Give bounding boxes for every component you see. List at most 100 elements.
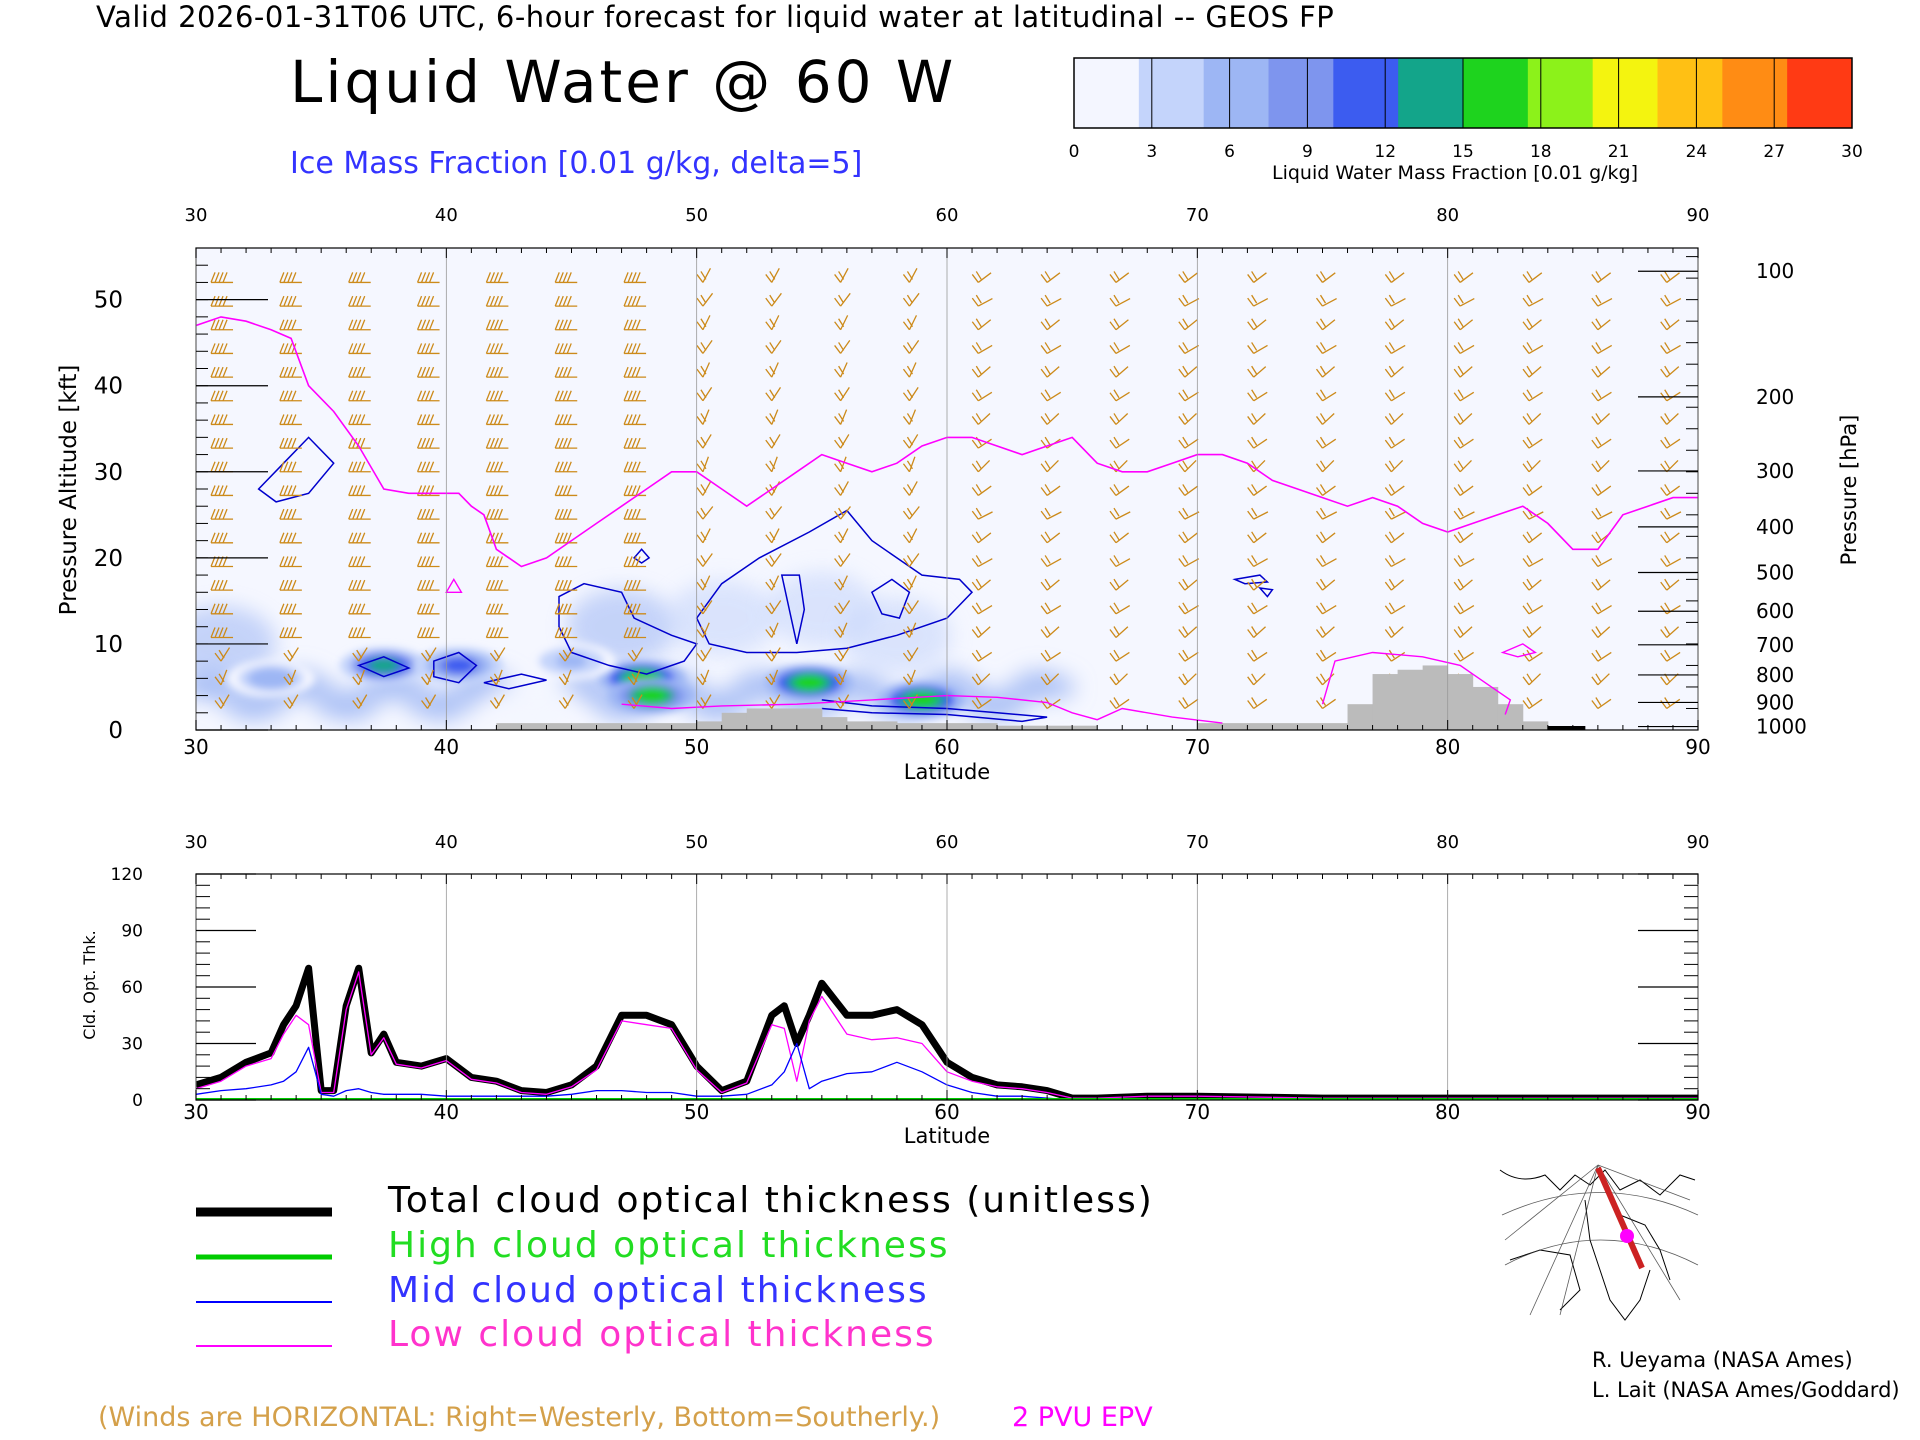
wind-barb-shaft bbox=[1253, 511, 1269, 520]
wind-barb-shaft bbox=[908, 315, 918, 331]
wind-barb-shaft bbox=[908, 387, 919, 402]
wind-barb-shaft bbox=[1184, 319, 1198, 331]
wind-barb-feather bbox=[420, 366, 427, 378]
wind-barb-feather bbox=[214, 508, 220, 520]
terrain bbox=[496, 665, 1586, 730]
wind-barb-feather bbox=[838, 555, 845, 564]
wind-barb-feather bbox=[1526, 555, 1533, 564]
wind-barb-feather bbox=[1453, 416, 1461, 425]
wind-barb-feather bbox=[1660, 368, 1668, 378]
wind-barb-feather bbox=[1109, 558, 1117, 567]
wind-barb-shaft bbox=[840, 292, 851, 307]
main-x-tick-label: 80 bbox=[1435, 735, 1460, 759]
wind-barb-feather bbox=[348, 343, 354, 354]
wind-barb-shaft bbox=[840, 387, 850, 402]
wind-barb-shaft bbox=[1459, 272, 1474, 283]
wind-barb-shaft bbox=[1115, 298, 1131, 307]
wind-barb-feather bbox=[222, 603, 228, 615]
wind-barb-feather bbox=[1522, 345, 1530, 354]
wind-barb-feather bbox=[222, 295, 228, 307]
wind-barb-shaft bbox=[908, 409, 917, 425]
main-x-tick-label: 40 bbox=[434, 735, 459, 759]
wind-barb-feather bbox=[1044, 365, 1051, 375]
wind-barb-feather bbox=[1384, 487, 1392, 496]
wind-barb-shaft bbox=[908, 528, 918, 544]
wind-barb-shaft bbox=[1666, 438, 1681, 449]
wind-barb-feather bbox=[562, 272, 568, 283]
wind-barb-feather bbox=[424, 603, 431, 615]
wind-barb-shaft bbox=[840, 622, 848, 638]
wind-barb-feather bbox=[1319, 602, 1327, 612]
wind-barb-feather bbox=[1591, 510, 1599, 520]
wind-barb-feather bbox=[222, 508, 228, 520]
wind-barb-feather bbox=[1178, 676, 1186, 686]
wind-barb-feather bbox=[562, 295, 568, 307]
wind-barb-feather bbox=[623, 319, 629, 331]
wind-barb-shaft bbox=[1459, 391, 1475, 402]
wind-barb-feather bbox=[416, 556, 423, 567]
wind-barb-shaft bbox=[1528, 626, 1542, 638]
wind-barb-shaft bbox=[1666, 673, 1679, 686]
wind-barb-feather bbox=[696, 345, 704, 354]
wind-barb-feather bbox=[360, 532, 366, 544]
wind-barb-shaft bbox=[1115, 626, 1129, 638]
wind-barb-feather bbox=[1526, 436, 1533, 446]
wind-barb-shaft bbox=[1184, 558, 1200, 568]
wind-barb-feather bbox=[1388, 365, 1395, 375]
wind-barb-feather bbox=[975, 271, 982, 280]
wind-barb-feather bbox=[971, 676, 979, 686]
wind-barb-feather bbox=[214, 652, 222, 662]
wind-barb-shaft bbox=[1666, 579, 1680, 591]
wind-barb-feather bbox=[1595, 484, 1602, 493]
wind-barb-feather bbox=[485, 579, 492, 591]
wind-barb-feather bbox=[558, 508, 564, 520]
wind-barb-feather bbox=[635, 343, 641, 354]
wind-barb-feather bbox=[1251, 602, 1258, 612]
wind-barb-feather bbox=[1113, 626, 1120, 635]
wind-barb-feather bbox=[769, 626, 776, 635]
wind-barb-feather bbox=[356, 579, 362, 591]
wind-barb-shaft bbox=[1528, 673, 1541, 686]
wind-barb-feather bbox=[566, 485, 572, 496]
wind-barb-feather bbox=[420, 603, 427, 615]
wind-barb-feather bbox=[416, 579, 423, 591]
terrain-bar bbox=[521, 723, 547, 730]
wind-barb-feather bbox=[489, 652, 497, 662]
wind-barb-shaft bbox=[1666, 485, 1681, 496]
terrain-bar bbox=[997, 725, 1023, 730]
wind-barb-feather bbox=[497, 272, 504, 283]
wind-barb-feather bbox=[1109, 297, 1117, 307]
wind-barb-shaft bbox=[1184, 460, 1197, 473]
wind-barb-feather bbox=[902, 487, 910, 496]
wind-barb-feather bbox=[975, 507, 982, 517]
wind-barb-shaft bbox=[771, 600, 782, 615]
wind-barb-feather bbox=[906, 484, 914, 493]
wind-barb-feather bbox=[1384, 652, 1392, 662]
wind-barb-feather bbox=[562, 366, 568, 378]
wind-barb-feather bbox=[1595, 578, 1602, 588]
wind-barb-feather bbox=[214, 485, 220, 496]
wind-barb-feather bbox=[1384, 345, 1392, 354]
wind-barb-feather bbox=[287, 366, 293, 378]
wind-barb-feather bbox=[291, 461, 297, 473]
wind-barb-feather bbox=[635, 485, 641, 496]
wind-barb-feather bbox=[971, 487, 979, 496]
wind-barb-shaft bbox=[702, 506, 714, 520]
wind-barb-feather bbox=[1315, 321, 1324, 331]
pressure-tick-label: 900 bbox=[1756, 690, 1794, 714]
wind-barb-shaft bbox=[1115, 413, 1129, 425]
wind-barb-feather bbox=[214, 676, 222, 686]
wind-barb-feather bbox=[902, 463, 910, 473]
wind-barb-feather bbox=[1247, 274, 1255, 283]
wind-barb-feather bbox=[566, 366, 572, 378]
wind-barb-shaft bbox=[1253, 272, 1267, 283]
wind-barb-feather bbox=[554, 414, 560, 425]
wind-barb-feather bbox=[283, 603, 289, 615]
wind-barb-shaft bbox=[1046, 605, 1062, 615]
wind-barb-feather bbox=[971, 605, 979, 615]
wind-barb-feather bbox=[1591, 534, 1599, 544]
wind-barb-feather bbox=[558, 485, 564, 496]
wind-barb-shaft bbox=[1253, 558, 1268, 568]
ice-contour bbox=[1258, 586, 1274, 598]
wind-barb-feather bbox=[562, 603, 568, 615]
